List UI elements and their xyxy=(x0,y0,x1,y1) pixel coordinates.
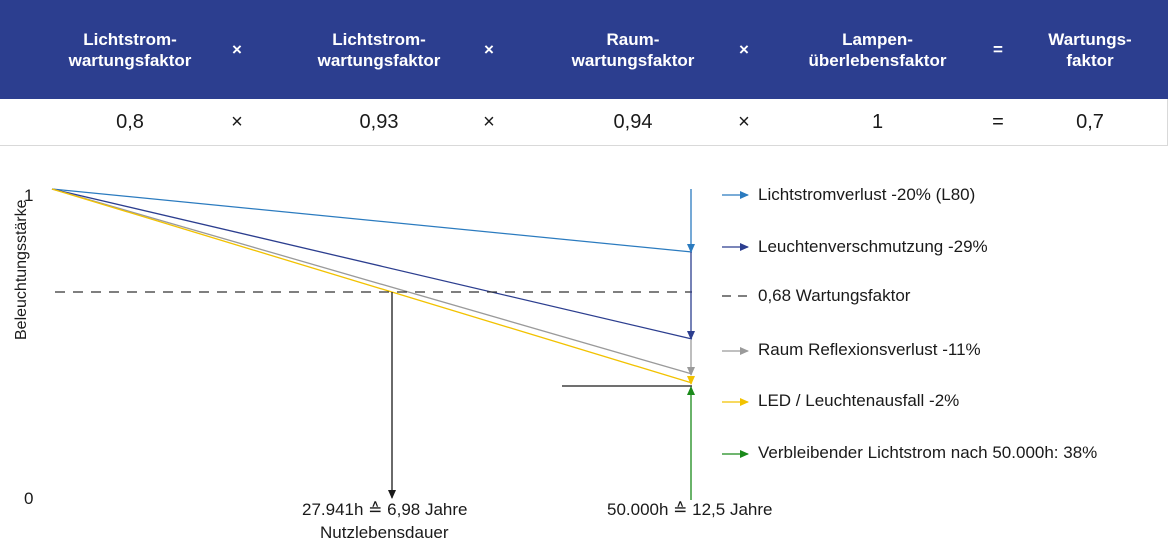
legend-label-verbleibender-lichtstrom: Verbleibender Lichtstrom nach 50.000h: 3… xyxy=(758,443,1098,462)
line-lichtstromverlust xyxy=(51,188,693,253)
header-operator-equals: = xyxy=(993,40,1003,59)
header-lichtstrom-wartungsfaktor-1: Lichtstrom- wartungsfaktor xyxy=(68,29,192,70)
value-wartungsfaktor: 0,7 xyxy=(1076,111,1104,133)
value-operator-multiply-2: × xyxy=(483,111,495,133)
marker-label-50000h: 50.000h ≙ 12,5 Jahre xyxy=(607,500,773,519)
header-raum-wartungsfaktor: Raum- wartungsfaktor xyxy=(571,29,695,70)
legend-label-lichtstromverlust: Lichtstromverlust -20% (L80) xyxy=(758,185,976,204)
y-tick-bottom: 0 xyxy=(24,489,34,508)
legend-label-led-leuchtenausfall: LED / Leuchtenausfall -2% xyxy=(758,391,960,410)
line-raum-reflexionsverlust xyxy=(51,188,693,375)
value-raum-wartungsfaktor: 0,94 xyxy=(613,111,653,133)
marker-label-nutzlebensdauer: Nutzlebensdauer xyxy=(320,523,449,542)
value-operator-equals: = xyxy=(992,111,1004,133)
table-value-row: 0,8 × 0,93 × 0,94 × 1 = 0,7 xyxy=(0,99,1168,146)
y-tick-top: 1 xyxy=(24,186,34,205)
marker-label-lifetime-hours: 27.941h ≙ 6,98 Jahre xyxy=(302,500,468,519)
header-lampen-ueberlebensfaktor: Lampen- überlebensfaktor xyxy=(808,29,947,70)
header-lichtstrom-wartungsfaktor-2: Lichtstrom- wartungsfaktor xyxy=(317,29,441,70)
legend-label-wartungsfaktor: 0,68 Wartungsfaktor xyxy=(758,286,911,305)
value-lichtstrom-wartungsfaktor-2: 0,93 xyxy=(359,111,399,133)
value-lichtstrom-wartungsfaktor-1: 0,8 xyxy=(116,111,144,133)
header-operator-multiply-3: × xyxy=(739,40,749,59)
header-operator-multiply-1: × xyxy=(232,40,242,59)
value-lampen-ueberlebensfaktor: 1 xyxy=(871,111,884,133)
header-wartungsfaktor: Wartungs- faktor xyxy=(1048,29,1132,70)
line-led-leuchtenausfall xyxy=(51,188,693,384)
value-operator-multiply-1: × xyxy=(231,111,243,133)
legend-label-leuchtenverschmutzung: Leuchtenverschmutzung -29% xyxy=(758,237,988,256)
value-operator-multiply-3: × xyxy=(738,111,750,133)
legend-label-raum-reflexionsverlust: Raum Reflexionsverlust -11% xyxy=(758,340,981,359)
line-leuchtenverschmutzung xyxy=(51,188,693,340)
table-header-row: Lichtstrom- wartungsfaktor × Lichtstrom-… xyxy=(0,0,1168,99)
header-operator-multiply-2: × xyxy=(484,40,494,59)
